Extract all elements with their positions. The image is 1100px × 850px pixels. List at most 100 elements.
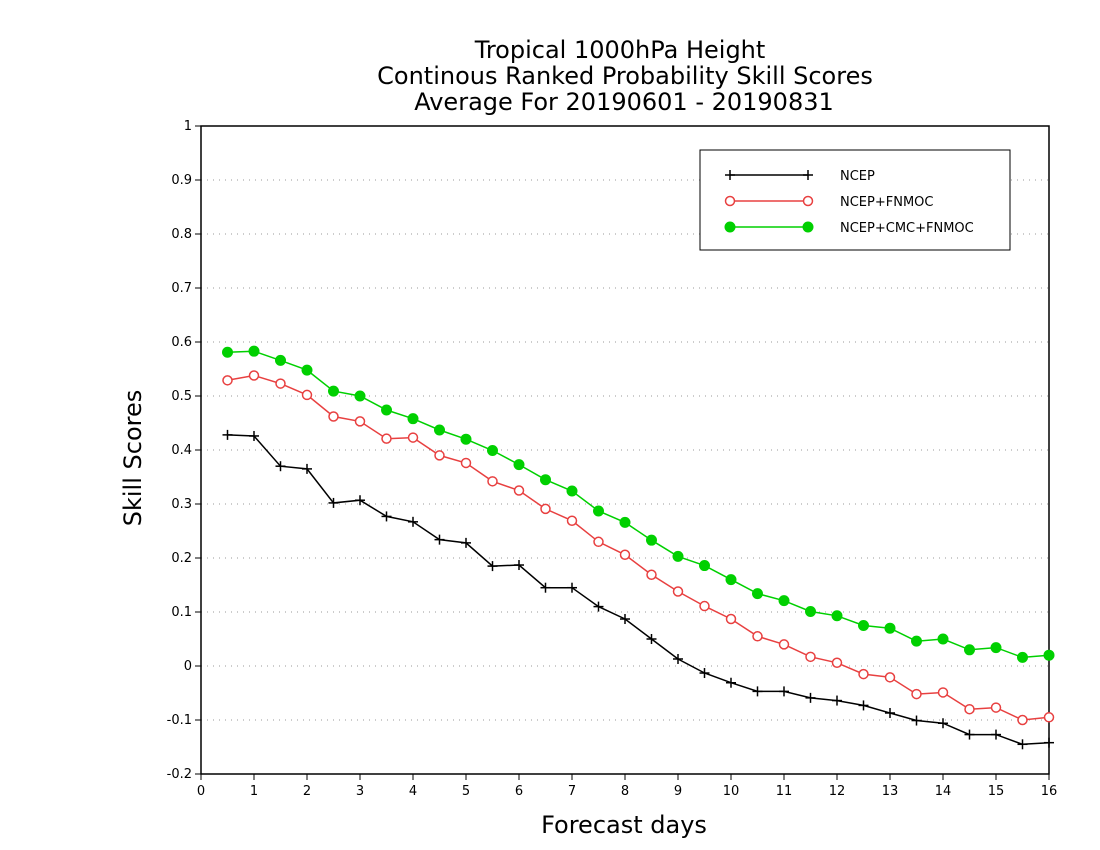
data-point	[460, 433, 472, 445]
y-tick-label: 0.6	[171, 335, 192, 350]
data-point	[699, 668, 710, 679]
data-point	[1017, 651, 1028, 663]
data-point	[990, 702, 1002, 713]
title-line-1: Tropical 1000hPa Height	[474, 36, 766, 64]
data-point	[646, 534, 657, 546]
data-point	[328, 411, 339, 422]
data-point	[964, 729, 975, 740]
data-point	[1043, 649, 1055, 661]
data-point	[778, 639, 790, 650]
legend-marker	[724, 221, 736, 233]
data-point	[354, 390, 366, 402]
legend-label: NCEP+FNMOC	[840, 195, 933, 210]
data-point	[1044, 737, 1054, 748]
data-point	[805, 692, 816, 703]
data-point	[990, 642, 1002, 654]
data-point	[593, 505, 604, 517]
data-point	[540, 582, 551, 593]
data-point	[858, 700, 869, 711]
data-point	[222, 346, 233, 358]
series-line-ncep	[227, 434, 1050, 746]
data-point	[937, 633, 949, 645]
data-point	[831, 610, 843, 622]
data-point	[911, 715, 922, 726]
data-point	[513, 459, 525, 471]
data-point	[275, 461, 286, 472]
data-point	[1017, 714, 1028, 726]
x-tick-label: 7	[568, 784, 576, 799]
series-ncep	[222, 429, 1054, 750]
y-tick-label: 0.1	[171, 605, 192, 620]
data-point	[301, 389, 313, 401]
data-point	[619, 549, 631, 561]
data-point	[302, 463, 312, 474]
y-tick-label: 0.7	[171, 281, 192, 296]
y-tick-label: 0.2	[171, 551, 192, 566]
legend-item-ncep-cmc-fnmoc: NCEP+CMC+FNMOC	[724, 221, 974, 236]
data-point	[858, 668, 869, 680]
y-tick-label: 0.5	[171, 389, 192, 404]
data-point	[222, 375, 233, 386]
data-point	[726, 677, 736, 688]
data-point	[885, 707, 895, 718]
y-tick-label: 0.3	[171, 497, 192, 512]
data-point	[275, 378, 286, 389]
legend-marker	[803, 170, 813, 180]
data-point	[593, 601, 604, 612]
data-point	[858, 620, 869, 631]
data-point	[831, 657, 843, 669]
data-point	[593, 536, 604, 548]
y-tick-label: -0.1	[167, 713, 192, 728]
legend-marker	[725, 170, 735, 180]
y-tick-label: 0.4	[171, 443, 192, 458]
legend-marker	[724, 195, 736, 207]
data-point	[540, 503, 551, 515]
data-point	[407, 432, 419, 443]
data-point	[725, 613, 737, 625]
data-point	[991, 729, 1001, 740]
x-tick-label: 14	[935, 784, 952, 799]
data-point	[752, 686, 763, 697]
data-point	[460, 457, 472, 469]
data-point	[248, 345, 260, 357]
data-point	[673, 653, 683, 664]
x-tick-label: 5	[462, 784, 470, 799]
series-ncep-cmc-fnmoc	[222, 345, 1055, 663]
x-tick-label: 13	[882, 784, 899, 799]
legend-label: NCEP+CMC+FNMOC	[840, 221, 974, 236]
x-tick-label: 6	[515, 784, 523, 799]
x-tick-label: 16	[1041, 784, 1058, 799]
data-point	[328, 385, 339, 397]
data-point	[434, 424, 445, 436]
data-point	[301, 364, 313, 376]
series-line-ncep-fnmoc	[227, 374, 1050, 721]
data-point	[619, 516, 631, 528]
x-axis: 0 1 2 3 4 5 6 7 8 9 10 11 12 13 14 15 16	[197, 774, 1057, 799]
x-tick-label: 15	[988, 784, 1005, 799]
data-point	[381, 404, 392, 416]
legend-item-ncep-fnmoc: NCEP+FNMOC	[724, 195, 933, 210]
data-point	[381, 433, 392, 444]
legend: NCEP NCEP+FNMOC NCEP+CMC+FNMOC	[699, 149, 1011, 251]
data-point	[805, 651, 816, 663]
data-point	[938, 718, 948, 729]
data-point	[355, 495, 365, 506]
data-point	[461, 537, 471, 548]
data-point	[434, 534, 445, 545]
data-point	[248, 370, 260, 381]
y-tick-label: -0.2	[167, 767, 192, 782]
y-tick-label: 0.9	[171, 173, 192, 188]
x-axis-title: Forecast days	[541, 811, 707, 839]
y-axis: -0.2 -0.1 0 0.1 0.2 0.3 0.4 0.5 0.6 0.7 0.8 0.9 1	[167, 119, 201, 782]
x-tick-label: 10	[723, 784, 740, 799]
data-point	[911, 635, 922, 647]
y-axis-title: Skill Scores	[119, 390, 147, 527]
y-tick-label: 0.8	[171, 227, 192, 242]
data-point	[699, 600, 710, 612]
data-point	[964, 703, 975, 715]
chart-title: Tropical 1000hPa Height Continous Ranked…	[377, 36, 873, 116]
legend-marker	[802, 221, 814, 233]
y-tick-label: 0	[184, 659, 192, 674]
data-point	[964, 644, 975, 656]
